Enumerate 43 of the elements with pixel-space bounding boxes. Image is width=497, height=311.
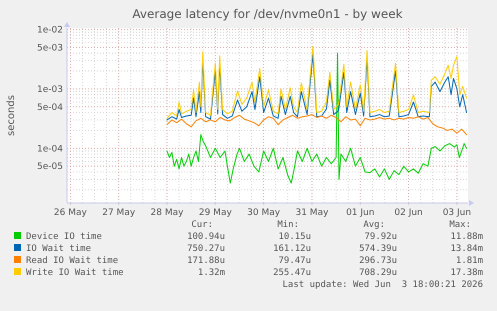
legend-label: Write IO Wait time (26, 268, 124, 278)
text: 708.29u (359, 268, 397, 278)
x-tick-label: 30 May (247, 208, 281, 218)
text: 13.84m (450, 244, 483, 254)
text: 161.12u (273, 244, 311, 254)
x-tick-label: 29 May (198, 208, 232, 218)
x-tick-label: 27 May (102, 208, 136, 218)
x-tick-label: 02 Jun (394, 208, 423, 218)
x-tick-label: 03 Jun (442, 208, 472, 218)
text: 79.92u (364, 232, 397, 242)
text: 255.47u (273, 268, 311, 278)
legend-label: Read IO Wait time (26, 256, 118, 266)
line-series (166, 114, 468, 136)
text: 1.81m (456, 256, 483, 266)
y-axis-title: seconds (6, 95, 17, 136)
y-tick-label: 1e-02 (37, 26, 63, 36)
y-tick-label: 1e-04 (37, 144, 64, 154)
text: 1.32m (198, 268, 225, 278)
text: 750.27u (187, 244, 225, 254)
legend-label: Device IO time (26, 232, 102, 242)
text: Max: (449, 220, 471, 230)
text: Min: (277, 220, 299, 230)
text: 79.47u (278, 256, 311, 266)
y-tick-label: 5e-03 (37, 43, 63, 54)
legend-label: IO Wait time (26, 244, 92, 254)
x-tick-label: 01 Jun (346, 208, 374, 218)
chart-title: Average latency for /dev/nvme0n1 - by week (132, 7, 403, 21)
y-tick-label: 5e-05 (37, 162, 63, 172)
x-tick-label: 28 May (150, 208, 184, 218)
text: 574.39u (359, 244, 397, 254)
text: 100.94u (187, 232, 225, 242)
text: Last update: Wed Jun 3 18:00:21 2026 (282, 280, 483, 290)
text: Cur: (191, 220, 213, 230)
text: 10.15u (278, 232, 311, 242)
text: 11.88m (450, 232, 483, 242)
text: 171.88u (187, 256, 225, 266)
y-tick-label: 5e-04 (37, 102, 64, 113)
x-tick-label: 26 May (54, 208, 88, 218)
text: Avg: (363, 220, 385, 230)
y-tick-label: 1e-03 (37, 84, 63, 95)
text: 296.73u (359, 256, 397, 266)
text: 17.38m (450, 268, 483, 278)
x-tick-label: 31 May (295, 208, 330, 218)
